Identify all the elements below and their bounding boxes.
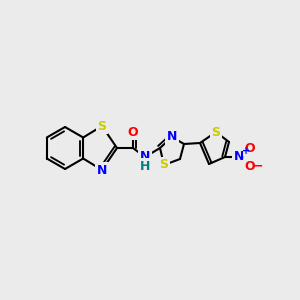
Text: O: O — [245, 160, 255, 173]
Text: O: O — [245, 142, 255, 154]
Text: S: S — [160, 158, 169, 172]
Text: H: H — [140, 160, 150, 172]
Text: N: N — [97, 164, 107, 176]
Text: S: S — [98, 119, 106, 133]
Text: N: N — [234, 151, 244, 164]
Text: +: + — [242, 146, 250, 156]
Text: N: N — [140, 151, 150, 164]
Text: −: − — [253, 160, 263, 172]
Text: S: S — [212, 125, 220, 139]
Text: O: O — [128, 125, 138, 139]
Text: N: N — [167, 130, 177, 143]
